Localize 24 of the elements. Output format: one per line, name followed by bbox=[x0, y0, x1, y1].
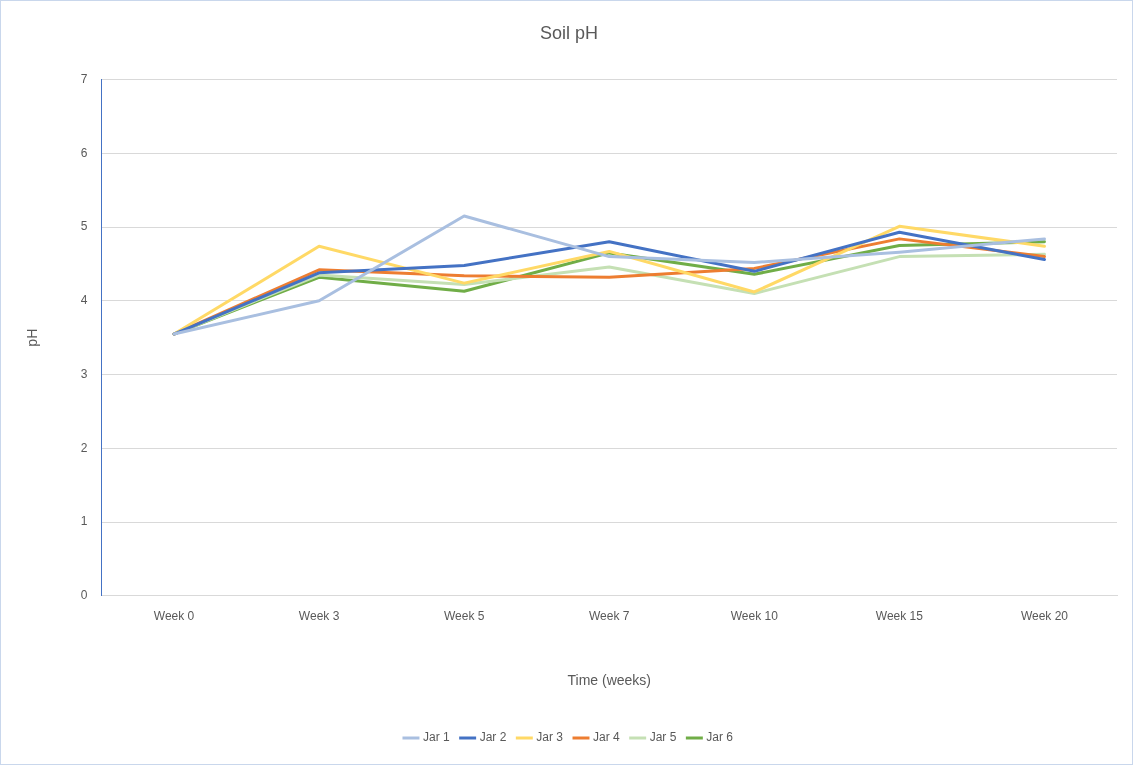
y-axis-title: pH bbox=[24, 328, 41, 347]
y-tick-label: 2 bbox=[80, 440, 88, 455]
legend-label: Jar 3 bbox=[536, 730, 564, 745]
y-tick-label: 1 bbox=[80, 514, 88, 529]
legend-label: Jar 4 bbox=[593, 730, 620, 745]
legend-label: Jar 2 bbox=[479, 730, 507, 745]
y-tick-label: 5 bbox=[80, 219, 88, 234]
x-tick-label: Week 5 bbox=[443, 609, 485, 624]
x-tick-label: Week 10 bbox=[730, 609, 779, 624]
chart-title: Soil pH bbox=[539, 22, 599, 43]
x-tick-label: Week 15 bbox=[875, 609, 924, 624]
y-tick-label: 4 bbox=[80, 293, 88, 308]
x-tick-label: Week 0 bbox=[153, 609, 195, 624]
legend-label: Jar 6 bbox=[706, 730, 734, 745]
y-tick-label: 6 bbox=[80, 145, 88, 160]
x-tick-label: Week 20 bbox=[1020, 609, 1069, 624]
x-tick-label: Week 7 bbox=[589, 609, 630, 624]
y-tick-label: 3 bbox=[80, 366, 88, 381]
legend-label: Jar 5 bbox=[649, 730, 677, 745]
y-tick-label: 7 bbox=[80, 71, 88, 86]
x-axis-title: Time (weeks) bbox=[567, 672, 651, 689]
x-tick-label: Week 3 bbox=[298, 609, 340, 624]
legend-label: Jar 1 bbox=[422, 730, 450, 745]
y-tick-label: 0 bbox=[80, 588, 88, 603]
